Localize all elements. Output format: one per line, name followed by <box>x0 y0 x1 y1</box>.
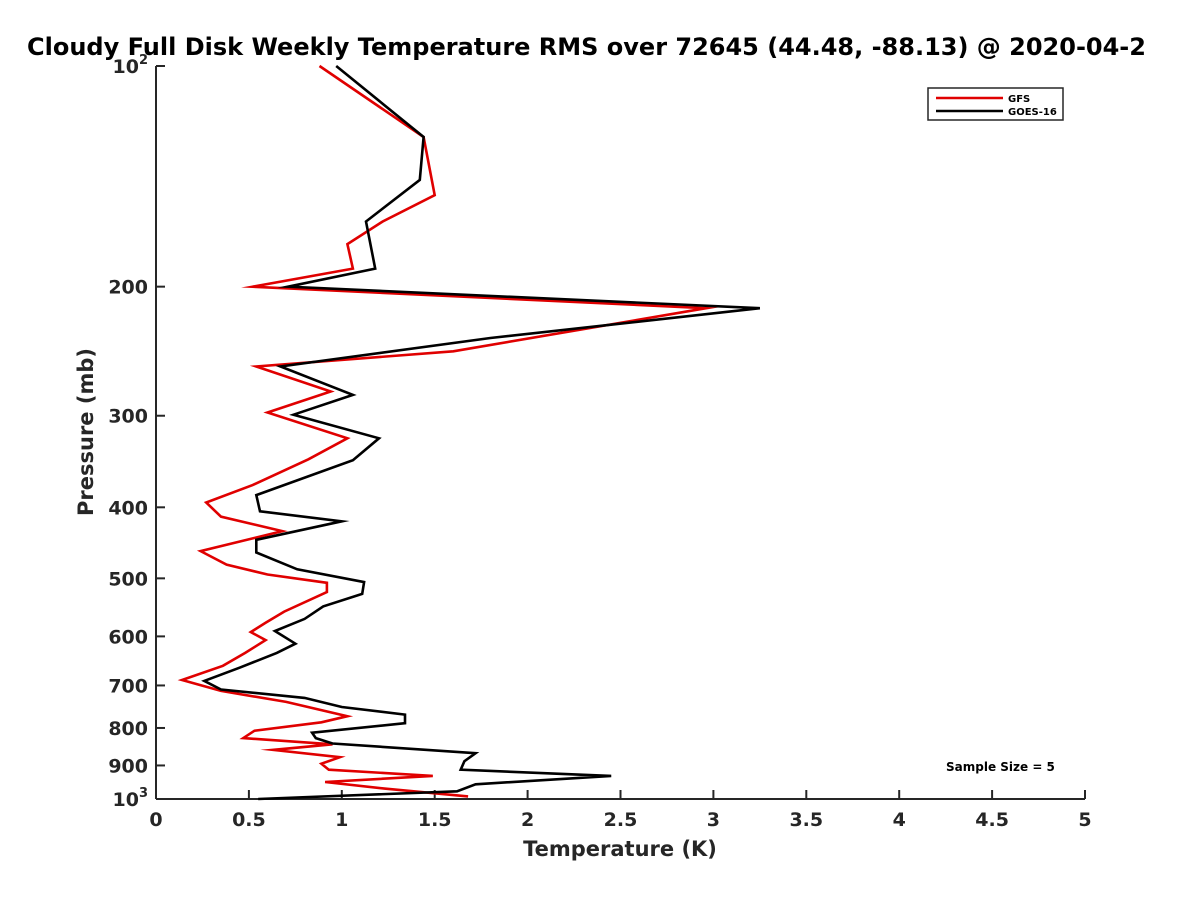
x-tick-label: 4.5 <box>975 809 1009 831</box>
y-tick-label: 700 <box>108 675 148 697</box>
y-tick-label: 200 <box>108 277 148 299</box>
x-tick-label: 1 <box>335 809 348 831</box>
y-tick-label: 300 <box>108 406 148 428</box>
y-tick-label: 500 <box>108 568 148 590</box>
tick-labels: 0 0.5 1 1.5 2 2.5 3 3.5 4 4.5 5 102 200 300 400 500 600 7… <box>108 53 1091 831</box>
x-tick-label: 4 <box>893 809 906 831</box>
x-tick-label: 3.5 <box>789 809 823 831</box>
axes <box>155 65 1086 800</box>
x-axis-label: Temperature (K) <box>523 837 717 861</box>
legend-box <box>927 87 1064 121</box>
legend-label: GOES-16 <box>1008 107 1057 118</box>
legend-label: GFS <box>1008 94 1030 105</box>
plot-area <box>177 64 761 801</box>
x-tick-label: 0 <box>149 809 162 831</box>
y-tick-label: 800 <box>108 718 148 740</box>
x-tick-label: 1.5 <box>418 809 452 831</box>
series-line-goes-16 <box>201 64 761 801</box>
series-line-gfs <box>177 64 719 798</box>
chart-title: Cloudy Full Disk Weekly Temperature RMS … <box>27 33 1146 61</box>
x-tick-label: 2.5 <box>604 809 638 831</box>
y-axis-label: Pressure (mb) <box>74 348 98 516</box>
y-tick-label: 102 <box>113 53 149 78</box>
x-tick-label: 3 <box>707 809 720 831</box>
y-tick-label: 900 <box>108 755 148 777</box>
x-tick-label: 0.5 <box>232 809 266 831</box>
y-tick-label: 600 <box>108 626 148 648</box>
sample-size-annotation: Sample Size = 5 <box>946 760 1055 774</box>
y-tick-label: 400 <box>108 497 148 519</box>
legend: GFS GOES-16 <box>927 87 1064 121</box>
y-tick-label: 103 <box>113 786 149 811</box>
x-tick-label: 5 <box>1078 809 1091 831</box>
x-tick-label: 2 <box>521 809 534 831</box>
